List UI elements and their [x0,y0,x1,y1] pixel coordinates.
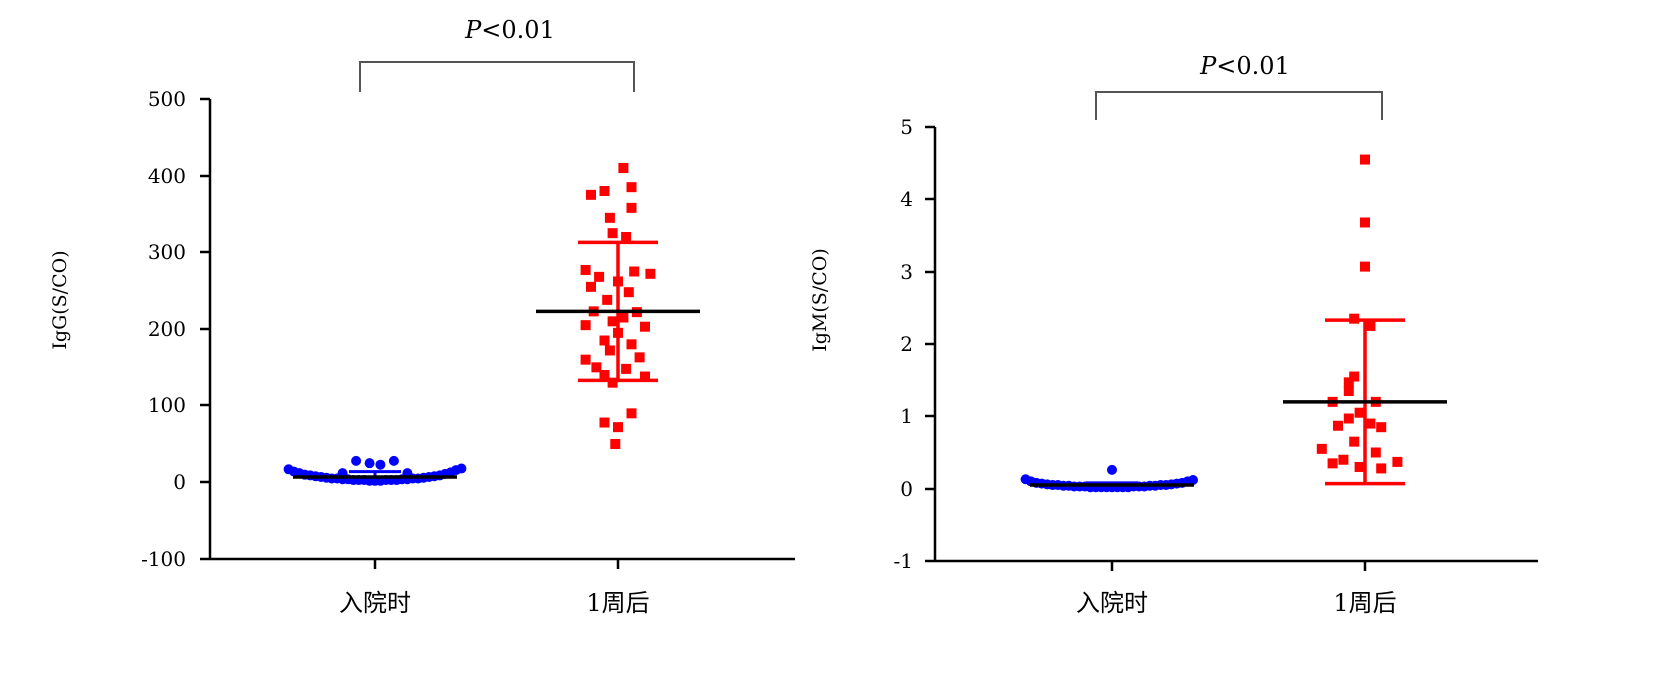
igg-data-point [602,294,613,305]
igm-x-category-label: 1周后 [1333,589,1396,617]
igg-panel: IgG(S/CO) 500 400 300 200 100 0 -100 入院时… [49,16,795,617]
igg-data-point [364,458,375,469]
igg-data-point [580,320,591,331]
igm-data-point [1343,386,1354,397]
igg-data-point [626,182,637,193]
igm-data-point [1354,461,1365,472]
igg-data-point [634,352,645,363]
igg-data-point [640,321,650,332]
igg-data-point [375,459,386,470]
igm-y-tick-label: 1 [900,404,913,428]
igg-data-point [618,163,629,173]
igm-data-point [1316,443,1327,454]
igm-data-point [1354,407,1365,418]
igm-data-point [1188,474,1198,485]
igg-y-ticks: 500 400 300 200 100 0 -100 [141,87,210,571]
igm-y-tick-label: 3 [900,260,913,284]
igm-y-ticks: 5 4 3 2 1 0 -1 [894,115,935,573]
igm-data-point [1365,320,1376,331]
igg-data-point [586,189,596,200]
igg-p-text: <0.01 [481,16,555,44]
igg-data-point [580,264,591,275]
igg-data-point [621,363,632,374]
igg-data-point [623,287,634,298]
igm-x-ticks: 入院时 1周后 [1076,561,1397,617]
igg-data-point [607,228,618,239]
igg-data-point [599,417,610,428]
igg-p-symbol: P [464,16,482,44]
igg-y-tick-label: -100 [141,547,186,571]
igm-x-category-label: 入院时 [1076,589,1148,617]
igg-y-tick-label: 0 [173,470,186,494]
igg-data-point [388,455,399,466]
igg-y-tick-label: 300 [148,240,186,264]
igm-data-point [1338,454,1349,465]
igm-y-axis-label: IgM(S/CO) [809,248,831,351]
igm-data-point [1370,447,1381,458]
igg-data-point [626,202,637,213]
igm-p-text: <0.01 [1216,52,1290,80]
igm-data-point [1343,377,1354,388]
igg-data-point [591,362,602,373]
igg-data-point [640,371,650,382]
igg-data-point [456,463,467,474]
igg-x-category-label: 入院时 [339,589,411,617]
igm-data-marks [1020,154,1447,493]
igm-data-point [1333,420,1343,431]
igg-data-point [599,370,610,380]
igg-x-category-label: 1周后 [586,589,649,617]
igm-data-point [1376,463,1387,474]
igg-data-point [645,268,656,279]
igm-data-point [1392,456,1403,467]
igm-data-point [1349,371,1360,382]
igm-y-tick-label: 5 [900,115,913,139]
igg-significance: P<0.01 [359,16,635,92]
igg-data-point [580,354,591,365]
igm-data-point [1376,422,1387,433]
igg-data-point [613,422,623,433]
igm-y-tick-label: 2 [900,332,913,356]
igm-panel: IgM(S/CO) 5 4 3 2 1 0 -1 入院时 1周后 [809,52,1538,617]
igg-data-point [586,281,596,292]
igg-data-point [604,345,615,356]
igm-significance: P<0.01 [1095,52,1383,120]
igg-data-point [607,316,618,327]
igm-data-point [1360,154,1370,165]
igm-data-point [1360,261,1370,272]
igg-data-point [621,232,632,242]
igg-y-axis-label: IgG(S/CO) [49,250,71,349]
igg-data-point [610,439,621,449]
igm-y-tick-label: 4 [900,187,913,211]
igg-data-point [351,455,362,466]
igg-y-tick-label: 200 [148,317,186,341]
igm-data-point [1343,413,1354,424]
igg-data-point [594,271,605,282]
igg-data-point [604,212,615,223]
igg-data-marks [283,163,700,486]
igg-data-point [626,339,637,350]
igm-data-point [1349,436,1360,447]
igg-data-point [626,408,637,419]
igm-data-point [1327,458,1338,469]
igg-data-point [618,312,629,323]
igm-data-point [1360,217,1370,228]
igm-data-point [1107,464,1117,475]
igg-y-tick-label: 400 [148,164,186,188]
igg-x-ticks: 入院时 1周后 [339,559,650,617]
igm-y-tick-label: 0 [900,477,913,501]
igg-p-value: P<0.01 [464,16,555,44]
igg-data-point [607,377,618,388]
igg-significance-bracket [359,61,635,92]
igm-y-tick-label: -1 [894,549,913,573]
igg-y-tick-label: 500 [148,87,186,111]
igm-significance-bracket [1095,91,1383,120]
igg-data-point [599,186,610,196]
igg-data-point [629,266,640,277]
igm-p-symbol: P [1199,52,1217,80]
igm-data-point [1365,418,1376,429]
igm-p-value: P<0.01 [1199,52,1290,80]
igg-data-point [599,335,610,346]
igg-y-tick-label: 100 [148,393,186,417]
